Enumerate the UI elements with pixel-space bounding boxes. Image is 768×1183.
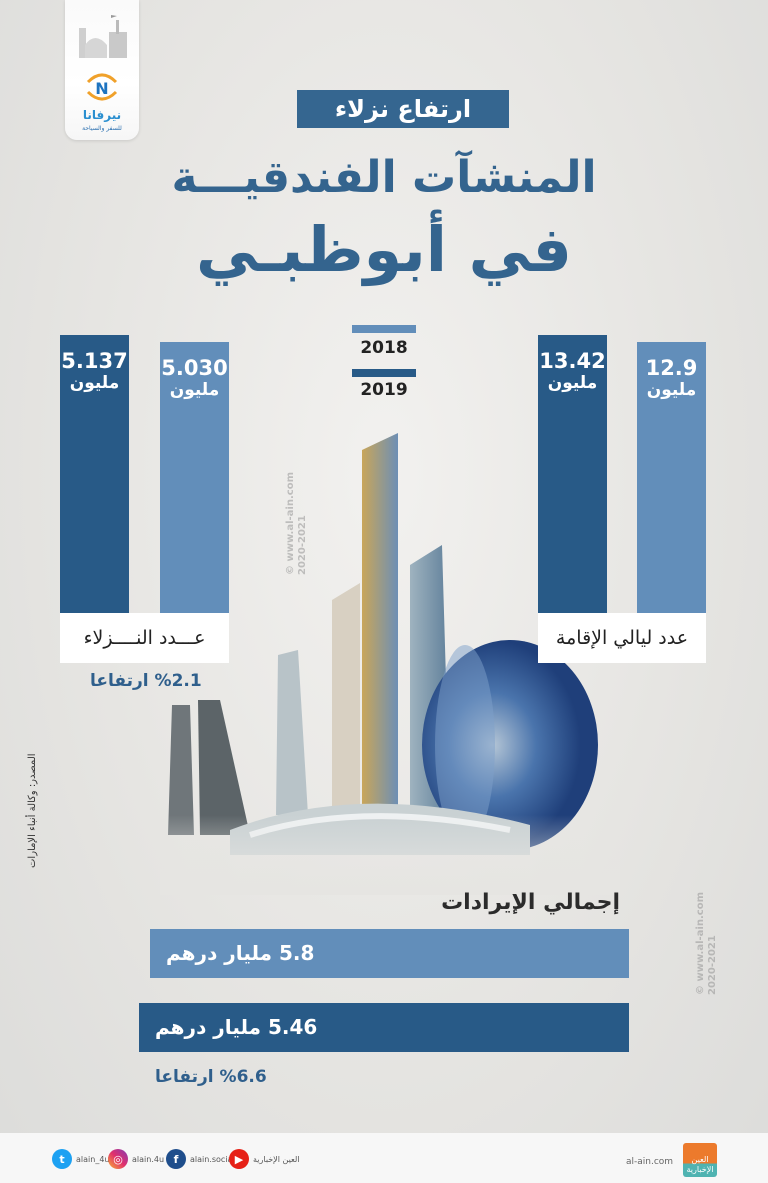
guests-bar-2019: 5.137 مليون bbox=[60, 335, 129, 627]
copyright-icon: © bbox=[285, 565, 296, 575]
bar-value: 5.030 bbox=[161, 356, 228, 380]
nirvana-n-icon: N bbox=[86, 73, 118, 101]
nights-bar-2018: 12.9 مليون bbox=[637, 342, 706, 627]
watermark-url: www.al-ain.com bbox=[695, 892, 706, 982]
watermark-years: 2020-2021 bbox=[297, 515, 308, 575]
copyright-icon: © bbox=[695, 985, 706, 995]
watermark-url: www.al-ain.com bbox=[285, 472, 296, 562]
guests-growth: %2.1 ارتفاعا bbox=[90, 671, 202, 691]
legend-swatch-2018 bbox=[352, 325, 416, 333]
social-twitter[interactable]: t alain_4u bbox=[52, 1149, 109, 1169]
nights-label: عدد ليالي الإقامة bbox=[538, 613, 706, 663]
bar-unit: مليون bbox=[646, 380, 697, 400]
facebook-icon: f bbox=[166, 1149, 186, 1169]
social-handle: alain.4u bbox=[132, 1154, 165, 1164]
bar-value: 13.42 bbox=[539, 349, 606, 373]
logo-text: العين الإخبارية bbox=[686, 1155, 714, 1174]
page-title-line2: في أبوظبـي bbox=[196, 213, 572, 286]
revenue-title: إجمالي الإيرادات bbox=[441, 890, 620, 915]
revenue-value: 5.8 مليار درهم bbox=[166, 941, 315, 965]
site-url[interactable]: al-ain.com bbox=[626, 1157, 674, 1167]
revenue-bar-light: 5.8 مليار درهم bbox=[150, 929, 629, 978]
watermark-center: © www.al-ain.com 2020-2021 bbox=[285, 472, 309, 575]
abu-dhabi-skyline-illustration bbox=[160, 433, 620, 895]
watermark-right: © www.al-ain.com 2020-2021 bbox=[695, 892, 719, 995]
social-handle: العين الإخبارية bbox=[253, 1154, 300, 1164]
social-instagram[interactable]: ◎ alain.4u bbox=[108, 1149, 164, 1169]
page-title-line1: المنشآت الفندقيـــة bbox=[171, 152, 597, 203]
headline-kicker: ارتفاع نزلاء bbox=[297, 90, 509, 128]
bar-value: 5.137 bbox=[61, 349, 128, 373]
nights-bar-2019: 13.42 مليون bbox=[538, 335, 607, 627]
sponsor-name: نيرفانا bbox=[82, 108, 122, 122]
bar-unit: مليون bbox=[169, 380, 220, 400]
sponsor-tagline: للسفر والسياحة bbox=[82, 125, 122, 132]
revenue-growth: %6.6 ارتفاعا bbox=[155, 1067, 267, 1087]
watermark-years: 2020-2021 bbox=[707, 935, 718, 995]
social-handle: alain_4u bbox=[76, 1154, 110, 1164]
footer bbox=[0, 1133, 768, 1183]
social-facebook[interactable]: f alain.social bbox=[166, 1149, 235, 1169]
revenue-value: 5.46 مليار درهم bbox=[155, 1015, 318, 1039]
sponsor-logo: N نيرفانا للسفر والسياحة bbox=[65, 0, 139, 140]
legend-label-2018: 2018 bbox=[360, 338, 408, 358]
bar-unit: مليون bbox=[69, 373, 120, 393]
instagram-icon: ◎ bbox=[108, 1149, 128, 1169]
guests-bar-2018: 5.030 مليون bbox=[160, 342, 229, 627]
legend-swatch-2019 bbox=[352, 369, 416, 377]
bar-unit: مليون bbox=[547, 373, 598, 393]
social-youtube[interactable]: ▶ العين الإخبارية bbox=[229, 1149, 300, 1169]
legend-label-2019: 2019 bbox=[360, 380, 408, 400]
landmarks-sketch-icon bbox=[79, 15, 127, 58]
twitter-icon: t bbox=[52, 1149, 72, 1169]
source-note: المصدر: وكالة أنباء الإمارات bbox=[27, 753, 38, 868]
svg-text:N: N bbox=[95, 79, 108, 98]
youtube-icon: ▶ bbox=[229, 1149, 249, 1169]
revenue-bar-dark: 5.46 مليار درهم bbox=[139, 1003, 629, 1052]
bar-value: 12.9 bbox=[645, 356, 698, 380]
social-handle: alain.social bbox=[190, 1154, 235, 1164]
al-ain-logo: العين الإخبارية bbox=[683, 1143, 717, 1177]
guests-label: عـــدد النــــزلاء bbox=[60, 613, 229, 663]
